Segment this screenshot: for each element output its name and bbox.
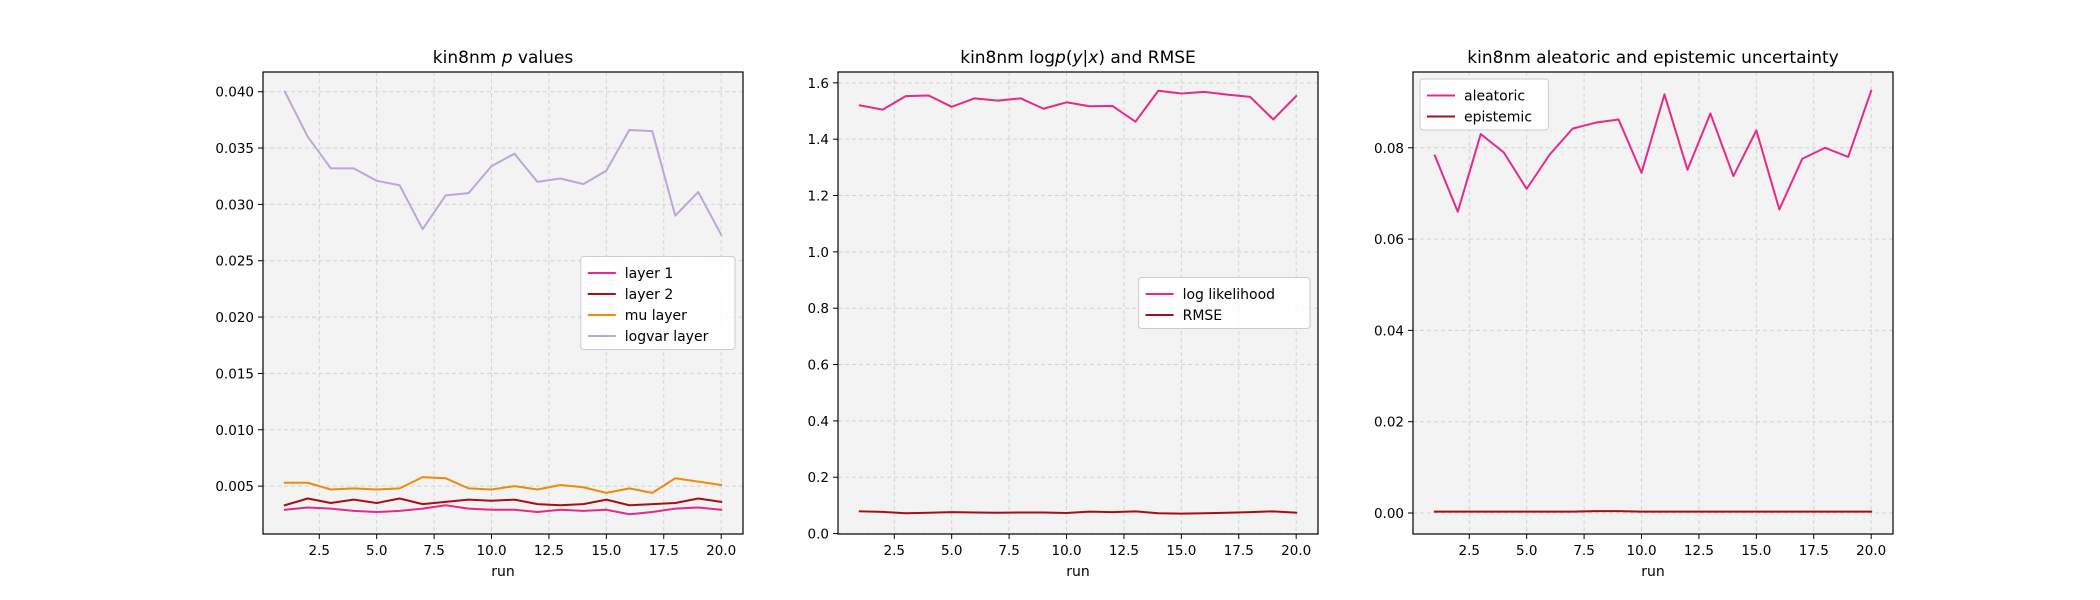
y-tick-label: 0.08 [1374, 141, 1404, 157]
x-tick-label: 15.0 [1166, 543, 1196, 559]
y-tick-label: 0.020 [215, 310, 254, 326]
x-tick-label: 12.5 [1109, 543, 1139, 559]
x-tick-label: 2.5 [1459, 543, 1480, 559]
legend-label: mu layer [625, 308, 687, 324]
y-tick-label: 0.00 [1374, 506, 1404, 522]
panels: 2.5 5.0 7.5 10.0 12.5 15.0 17.5 20.0 0.005 0.010 0… [215, 48, 1894, 580]
chart-panel-2: 2.5 5.0 7.5 10.0 12.5 15.0 17.5 20.0 0.0 0.2 0.4 0.… [808, 48, 1319, 580]
title-part: y [1071, 48, 1083, 68]
x-tick-label: 7.5 [998, 543, 1019, 559]
legend-label: layer 1 [625, 266, 673, 282]
y-tick-label: 0.6 [808, 358, 829, 374]
y-tick-label: 0.02 [1374, 415, 1404, 431]
y-tick-label: 1.0 [808, 245, 829, 261]
series-line-RMSE [858, 510, 1298, 515]
legend: log likelihood RMSE [1138, 277, 1311, 329]
legend-label: epistemic [1464, 110, 1532, 126]
x-tick-label: 12.5 [1684, 543, 1714, 559]
y-tick-label: 0.025 [215, 254, 254, 270]
title-part: ( [1066, 48, 1073, 68]
x-axis-label: run [1641, 564, 1665, 580]
y-tick-label: 0.8 [808, 301, 829, 317]
plot-frame [1412, 71, 1894, 535]
x-tick-label: 10.0 [1051, 543, 1081, 559]
title-part: kin8nm log [960, 48, 1055, 68]
y-tick-label: 0.030 [215, 197, 254, 213]
x-tick-label: 2.5 [884, 543, 905, 559]
x-tick-label: 5.0 [1516, 543, 1537, 559]
x-axis-label: run [491, 564, 515, 580]
x-tick-label: 20.0 [1856, 543, 1886, 559]
y-tick-label: 1.2 [808, 189, 829, 205]
x-tick-label: 7.5 [1573, 543, 1594, 559]
legend-label: logvar layer [625, 329, 709, 345]
y-tick-label: 1.6 [808, 76, 829, 92]
title-part: x [1087, 48, 1099, 68]
series-line-log-likelihood [858, 89, 1298, 123]
plot-frame [837, 71, 1319, 535]
legend-label: log likelihood [1183, 287, 1275, 303]
x-tick-label: 5.0 [366, 543, 387, 559]
title-part: p [1054, 48, 1066, 68]
series-line-layer-2 [283, 497, 723, 507]
series-line-logvar-layer [283, 90, 723, 237]
y-tick-label: 0.015 [215, 366, 254, 382]
legend-box [580, 256, 736, 350]
x-tick-label: 17.5 [649, 543, 679, 559]
y-tick-label: 0.005 [215, 479, 254, 495]
legend-label: RMSE [1183, 308, 1223, 324]
x-tick-label: 20.0 [706, 543, 736, 559]
x-axis-label: run [1066, 564, 1090, 580]
y-tick-label: 0.0 [808, 527, 829, 543]
x-tick-label: 17.5 [1799, 543, 1829, 559]
title-part: values [513, 48, 574, 68]
y-tick-label: 0.06 [1374, 232, 1404, 248]
x-tick-label: 20.0 [1281, 543, 1311, 559]
legend: aleatoric epistemic [1419, 78, 1549, 131]
chart-title: kin8nm aleatoric and epistemic uncertain… [1467, 48, 1838, 68]
legend: layer 1 layer 2 mu layer logvar layer [580, 256, 736, 350]
x-tick-label: 10.0 [476, 543, 506, 559]
plot-area [1413, 72, 1893, 534]
chart-panel-1: 2.5 5.0 7.5 10.0 12.5 15.0 17.5 20.0 0.005 0.010 0… [215, 48, 744, 580]
legend-label: layer 2 [625, 287, 673, 303]
y-tick-label: 0.010 [215, 423, 254, 439]
plot-frame [262, 71, 744, 535]
chart-title: kin8nm logp(y|x) and RMSE [960, 48, 1196, 68]
x-tick-label: 7.5 [423, 543, 444, 559]
x-tick-label: 12.5 [534, 543, 564, 559]
y-tick-label: 0.035 [215, 141, 254, 157]
x-tick-label: 5.0 [941, 543, 962, 559]
y-tick-label: 0.2 [808, 470, 829, 486]
x-tick-label: 2.5 [309, 543, 330, 559]
series-line-layer-1 [283, 504, 723, 516]
y-tick-label: 1.4 [808, 132, 829, 148]
title-part: | [1083, 48, 1089, 68]
series-line-mu-layer [283, 476, 723, 494]
title-part: kin8nm [433, 48, 502, 68]
x-tick-label: 10.0 [1626, 543, 1656, 559]
chart-title: kin8nm p values [433, 48, 574, 68]
x-tick-label: 15.0 [591, 543, 621, 559]
y-tick-label: 0.040 [215, 85, 254, 101]
y-tick-label: 0.04 [1374, 323, 1404, 339]
title-part: ) and RMSE [1098, 48, 1195, 68]
legend-box [1138, 277, 1311, 329]
x-tick-label: 17.5 [1224, 543, 1254, 559]
y-tick-label: 0.4 [808, 414, 829, 430]
legend-label: aleatoric [1464, 89, 1525, 105]
x-tick-label: 15.0 [1741, 543, 1771, 559]
title-part: p [501, 48, 513, 68]
series-line-aleatoric [1433, 89, 1873, 213]
chart-panel-3: 2.5 5.0 7.5 10.0 12.5 15.0 17.5 20.0 0.00 0.02 0.0… [1374, 48, 1894, 580]
